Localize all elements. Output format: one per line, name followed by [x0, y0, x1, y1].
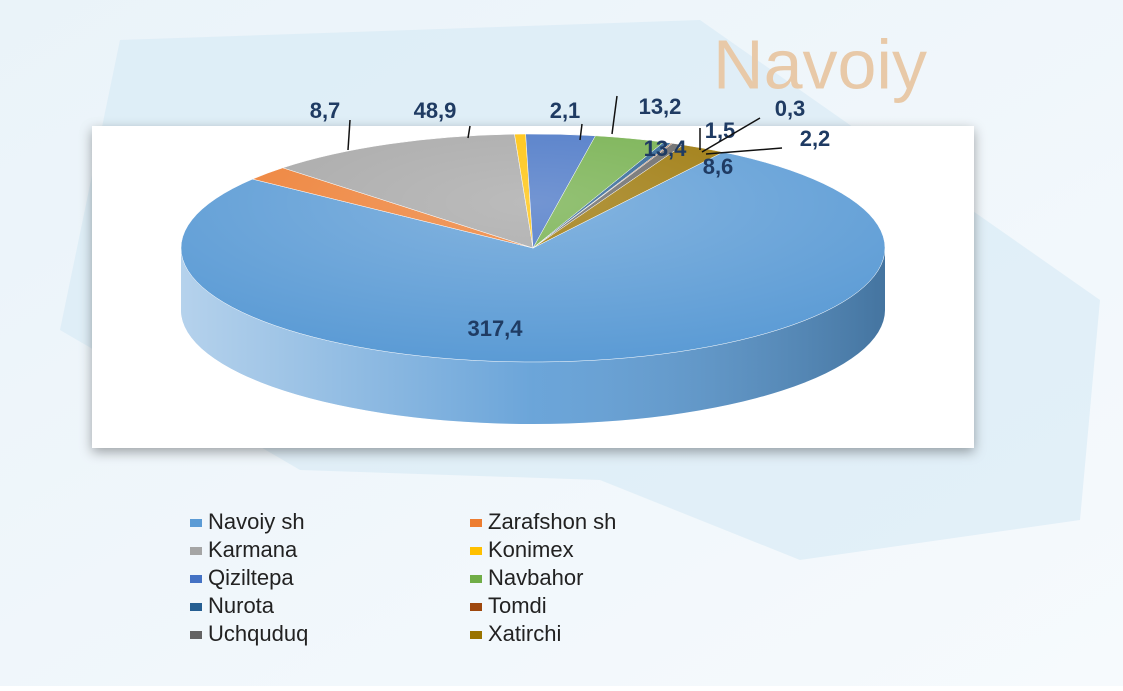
legend-label: Uchquduq	[208, 621, 308, 646]
legend-swatch	[190, 519, 202, 527]
legend-label: Navoiy sh	[208, 509, 305, 534]
leader-line	[701, 117, 761, 153]
legend-label: Navbahor	[488, 565, 583, 590]
legend-swatch	[470, 631, 482, 639]
legend-label: Karmana	[208, 537, 298, 562]
pie-side-shade	[181, 248, 885, 424]
leader-line	[347, 119, 351, 151]
legend-swatch	[470, 575, 482, 583]
legend-label: Xatirchi	[488, 621, 561, 646]
data-label: 48,9	[414, 98, 457, 123]
legend-swatch	[190, 603, 202, 611]
legend-swatch	[190, 631, 202, 639]
data-label: 13,4	[644, 136, 688, 161]
data-label: 2,2	[800, 126, 831, 151]
legend-label: Qiziltepa	[208, 565, 294, 590]
pie-shine	[181, 134, 885, 362]
leader-line	[611, 95, 618, 135]
legend-label: Nurota	[208, 593, 275, 618]
legend-label: Zarafshon sh	[488, 509, 616, 534]
data-label: 8,6	[703, 154, 734, 179]
data-label: 1,5	[705, 118, 736, 143]
legend-swatch	[470, 603, 482, 611]
legend-swatch	[190, 575, 202, 583]
data-label: 8,7	[310, 98, 341, 123]
leader-line	[705, 147, 783, 155]
data-label: 2,1	[550, 98, 581, 123]
legend-swatch	[470, 547, 482, 555]
legend-swatch	[190, 547, 202, 555]
data-label: 13,2	[639, 94, 682, 119]
watermark: Navoiy	[713, 25, 927, 103]
leader-line	[579, 123, 583, 141]
legend-label: Tomdi	[488, 593, 547, 618]
legend-label: Konimex	[488, 537, 574, 562]
data-label: 317,4	[467, 316, 523, 341]
leader-line	[467, 125, 471, 139]
legend-swatch	[470, 519, 482, 527]
data-label: 0,3	[775, 96, 806, 121]
